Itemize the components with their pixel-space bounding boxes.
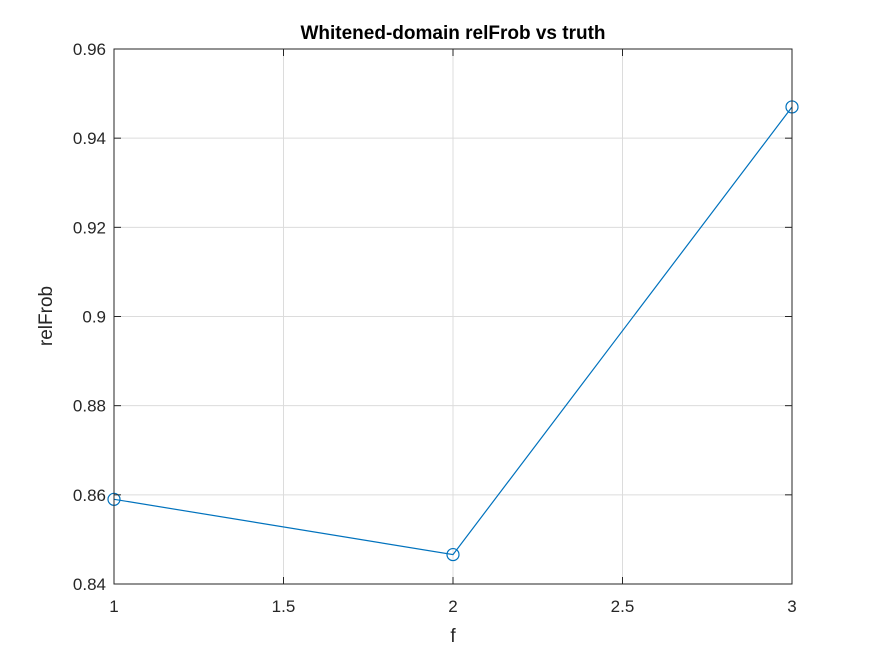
axis-ticks: 1 1.5 2 2.5 3 0.84 0.86 0.88 0.9 0.92 0.94 0.96 xyxy=(73,40,797,616)
data-point-1 xyxy=(446,547,460,562)
y-tick-label: 0.86 xyxy=(73,486,106,505)
y-axis-label: relFrob xyxy=(36,286,57,346)
grid-lines xyxy=(113,48,793,585)
y-tick-label: 0.94 xyxy=(73,129,106,148)
x-axis-label: f xyxy=(450,626,456,647)
y-tick-label: 0.9 xyxy=(82,308,106,327)
y-tick-label: 0.88 xyxy=(73,397,106,416)
series-line-0 xyxy=(113,106,793,556)
y-tick-label: 0.92 xyxy=(73,218,106,237)
y-tick-label: 0.96 xyxy=(73,40,106,59)
x-tick-label: 2 xyxy=(448,597,457,616)
x-tick-label: 1.5 xyxy=(272,597,296,616)
x-tick-label: 2.5 xyxy=(611,597,635,616)
x-tick-label: 1 xyxy=(109,597,118,616)
chart-title: Whitened-domain relFrob vs truth xyxy=(300,23,605,44)
y-tick-label: 0.84 xyxy=(73,575,106,594)
x-tick-label: 3 xyxy=(787,597,796,616)
